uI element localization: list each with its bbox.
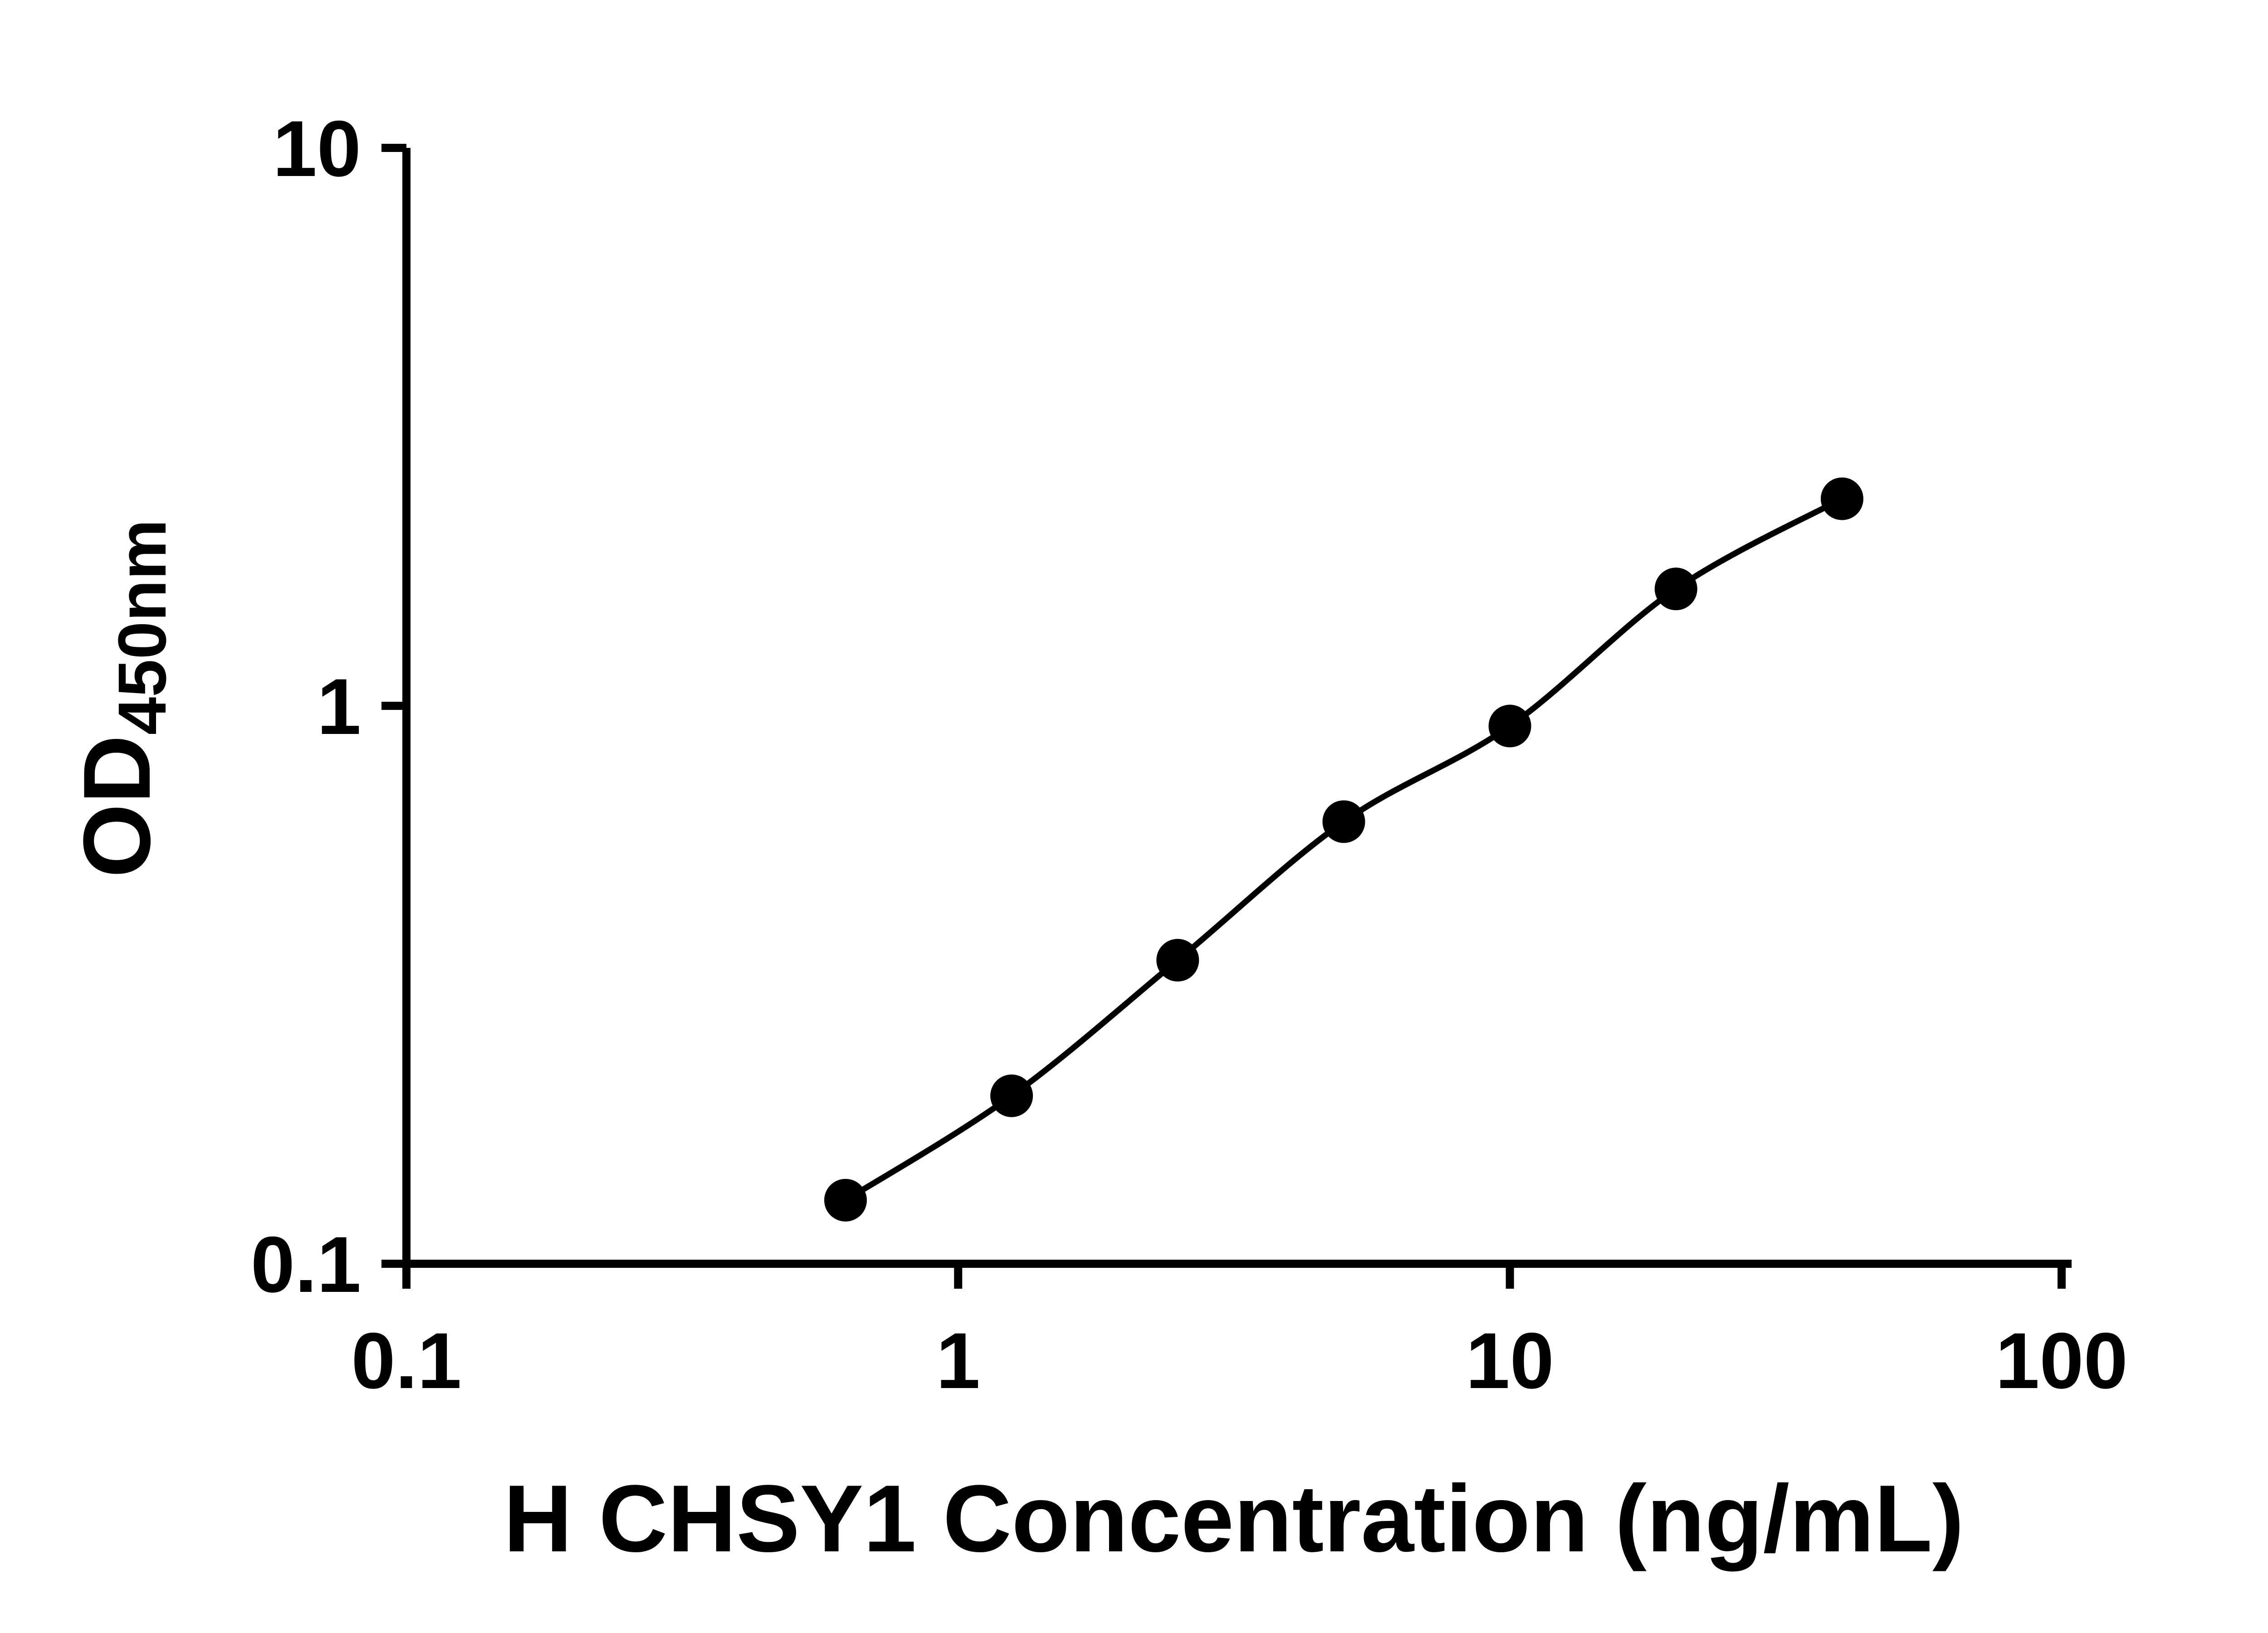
axis-spines (402, 148, 2072, 1268)
data-point (990, 1074, 1033, 1117)
y-tick-label: 1 (317, 663, 361, 751)
axis-ticks (381, 144, 2066, 1289)
axes (402, 148, 2072, 1268)
y-tick-label: 0.1 (251, 1221, 361, 1309)
data-point (1488, 704, 1531, 748)
data-point (1156, 939, 1199, 982)
data-point (1322, 800, 1365, 843)
x-tick-label: 100 (1995, 1317, 2128, 1405)
y-axis-title: OD450nm (64, 519, 180, 878)
y-axis-title-subscript: 450nm (104, 519, 180, 735)
data-point (1820, 477, 1863, 520)
x-tick-label: 1 (936, 1317, 980, 1405)
y-tick-label: 10 (273, 105, 361, 193)
x-axis-title: H CHSY1 Concentration (ng/mL) (503, 1465, 1964, 1572)
x-tick-label: 0.1 (351, 1317, 461, 1405)
x-tick-label: 10 (1466, 1317, 1554, 1405)
data-point (1654, 567, 1697, 611)
data-series (824, 477, 1863, 1222)
y-axis-title-main: OD (64, 735, 170, 878)
data-point (824, 1178, 867, 1222)
axis-tick-labels: 0.1 1 10 100 0.1 1 10 (251, 105, 2128, 1405)
